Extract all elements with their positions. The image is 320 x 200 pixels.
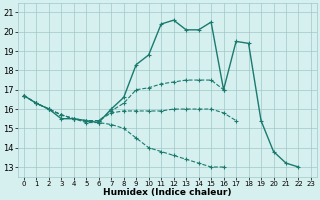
X-axis label: Humidex (Indice chaleur): Humidex (Indice chaleur) xyxy=(103,188,232,197)
